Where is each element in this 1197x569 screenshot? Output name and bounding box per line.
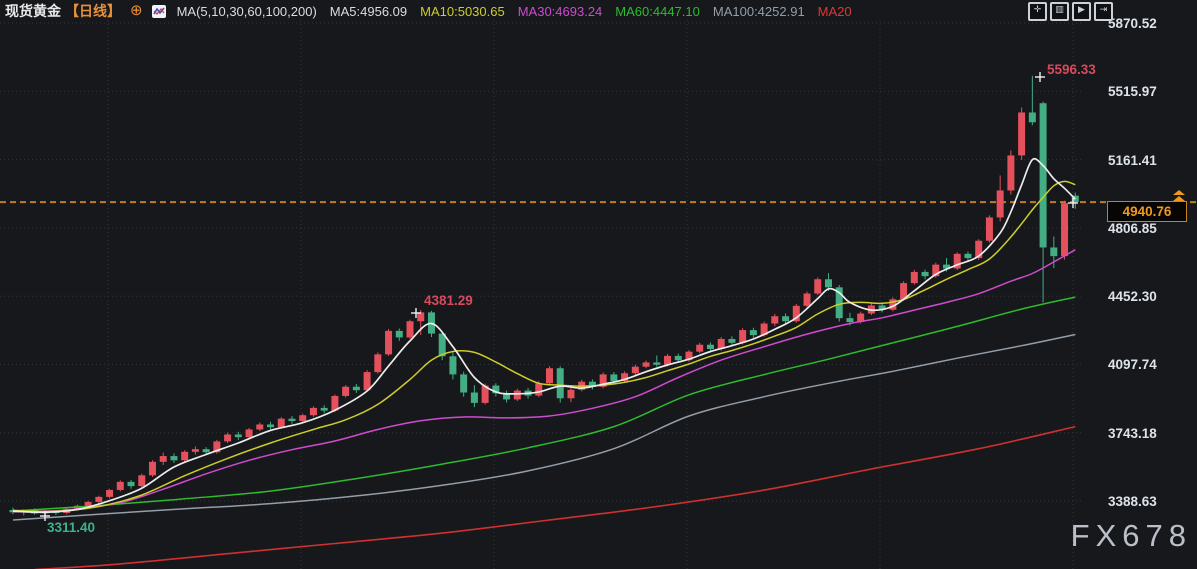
ma-legend-item: MA5:4956.09 [329,3,408,19]
chart-play-icon[interactable]: ▶ [1072,2,1091,21]
axis-chart-icon[interactable]: ▥ [1050,2,1069,21]
price-annotation: 3311.40 [47,520,95,535]
ma-legend: MA(5,10,30,60,100,200) MA5:4956.09 MA10:50… [177,4,852,19]
add-indicator-icon[interactable]: ⊕ [130,2,143,19]
ma-legend-item: MA10:5030.65 [420,3,505,19]
ma-legend-item: MA30:4693.24 [517,3,603,19]
ma-legend-item: MA(5,10,30,60,100,200) [176,3,317,19]
price-annotation: 5596.33 [1047,62,1096,77]
ma-legend-item: MA20 [817,3,852,19]
y-axis-tick: 4806.85 [1108,220,1157,236]
ma-line-ma5 [12,157,1076,514]
y-axis-tick: 5161.41 [1108,152,1157,168]
y-axis-tick: 4452.30 [1108,289,1157,305]
ma-line-ma200 [34,425,1076,569]
price-annotation: 4381.29 [424,293,473,308]
chart-toolbar: ✛ ▥ ▶ ⇥ [1028,2,1113,21]
ma-legend-item: MA100:4252.91 [712,3,805,19]
ma-legend-item: MA60:4447.10 [615,3,700,19]
timeframe-label: 【日线】 [65,3,121,19]
y-axis-tick: 5870.52 [1108,16,1157,31]
exit-chart-icon[interactable]: ⇥ [1094,2,1113,21]
y-axis-tick: 4097.74 [1108,357,1157,373]
y-axis-tick: 3388.63 [1108,494,1157,509]
ma-line-ma60 [12,296,1076,512]
ma-line-ma30 [12,249,1076,513]
instrument-title: 现货黄金 [5,3,61,19]
y-axis-tick: 3743.18 [1108,425,1157,441]
current-price-badge: 4940.76 [1107,201,1187,222]
watermark: FX678 [1070,518,1192,553]
ma-line-ma100 [12,333,1076,521]
chart-header: 现货黄金 【日线】 ⊕ MA(5,10,30,60,100,200) MA5:49… [5,2,852,20]
price-arrows-icon [1171,190,1187,202]
pan-icon[interactable]: ✛ [1028,2,1047,21]
ma-line-ma10 [12,180,1076,513]
y-axis-tick: 5515.97 [1108,84,1157,100]
mini-chart-logo-icon [151,4,166,18]
